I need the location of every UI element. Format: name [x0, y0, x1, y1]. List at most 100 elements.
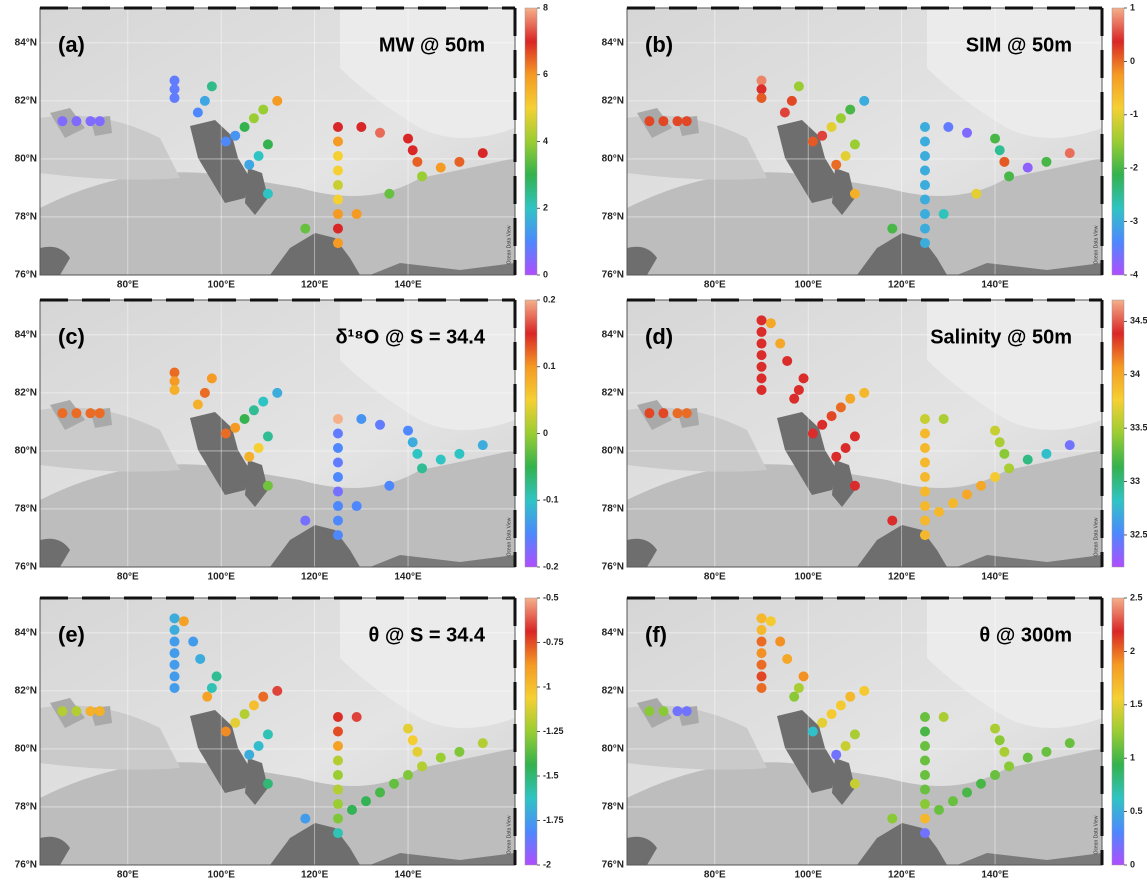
station-point	[332, 457, 343, 468]
station-point	[435, 454, 446, 465]
station-point	[262, 778, 273, 789]
station-point	[919, 151, 930, 162]
y-tick-label: 82°N	[602, 686, 624, 697]
station-point	[169, 682, 180, 693]
station-point	[793, 682, 804, 693]
station-point	[919, 741, 930, 752]
station-point	[948, 796, 959, 807]
station-point	[169, 613, 180, 624]
panel-title: SIM @ 50m	[966, 34, 1072, 56]
station-point	[999, 746, 1010, 757]
station-point	[332, 486, 343, 497]
station-point	[1041, 746, 1052, 757]
station-point	[807, 428, 818, 439]
station-point	[332, 530, 343, 541]
station-point	[817, 717, 828, 728]
y-tick-label: 82°N	[602, 96, 624, 107]
station-point	[477, 738, 488, 749]
station-point	[403, 723, 414, 734]
colorbar-tick-label: -1.75	[543, 815, 564, 825]
station-point	[756, 84, 767, 95]
station-point	[948, 498, 959, 509]
y-tick-label: 84°N	[15, 627, 37, 638]
station-point	[919, 530, 930, 541]
station-point	[938, 209, 949, 220]
station-point	[756, 613, 767, 624]
station-point	[85, 706, 96, 717]
map-panel: 80°E 100°E 120°E 140°E 76°N 78°N 80°N 82°N 84°N (…	[15, 592, 564, 880]
station-point	[332, 784, 343, 795]
station-point	[793, 81, 804, 92]
station-point	[919, 238, 930, 249]
y-tick-label: 78°N	[15, 504, 37, 515]
colorbar-tick-label: 34.5	[1130, 316, 1147, 326]
station-point	[849, 778, 860, 789]
station-point	[199, 387, 210, 398]
station-point	[230, 130, 241, 141]
station-point	[192, 399, 203, 410]
station-point	[840, 443, 851, 454]
y-tick-label: 76°N	[15, 562, 37, 573]
station-point	[919, 784, 930, 795]
station-point	[1022, 752, 1033, 763]
station-point	[919, 472, 930, 483]
watermark: Ocean Data View	[506, 225, 512, 264]
colorbar-tick-label: 1.5	[1130, 699, 1143, 709]
station-point	[412, 746, 423, 757]
station-point	[239, 413, 250, 424]
station-point	[253, 741, 264, 752]
x-tick-label: 100°E	[795, 280, 823, 291]
x-tick-label: 100°E	[208, 280, 236, 291]
station-point	[332, 515, 343, 526]
y-tick-label: 84°N	[602, 37, 624, 48]
colorbar-tick-label: 33.5	[1130, 423, 1147, 433]
colorbar-tick-label: -0.1	[543, 495, 559, 505]
colorbar	[1111, 597, 1125, 866]
station-point	[672, 706, 683, 717]
station-point	[789, 393, 800, 404]
station-point	[169, 624, 180, 635]
station-point	[971, 188, 982, 199]
station-point	[933, 506, 944, 517]
station-point	[807, 726, 818, 737]
colorbar	[524, 597, 538, 866]
station-point	[919, 428, 930, 439]
station-point	[919, 813, 930, 824]
x-tick-label: 80°E	[704, 280, 726, 291]
station-point	[826, 709, 837, 720]
y-tick-label: 78°N	[15, 802, 37, 813]
x-tick-label: 80°E	[117, 870, 139, 881]
station-point	[435, 162, 446, 173]
station-point	[454, 746, 465, 757]
station-point	[332, 151, 343, 162]
station-point	[220, 428, 231, 439]
station-point	[919, 726, 930, 737]
colorbar-tick-label: 0	[543, 428, 548, 438]
station-point	[919, 223, 930, 234]
x-tick-label: 100°E	[795, 572, 823, 583]
station-point	[798, 671, 809, 682]
panel-title: MW @ 50m	[379, 34, 485, 56]
station-point	[919, 711, 930, 722]
station-point	[332, 121, 343, 132]
station-point	[253, 151, 264, 162]
station-point	[417, 463, 428, 474]
map-panel: 80°E 100°E 120°E 140°E 76°N 78°N 80°N 82°N 84°N (…	[602, 298, 1147, 583]
station-point	[644, 408, 655, 419]
station-point	[831, 159, 842, 170]
station-point	[845, 393, 856, 404]
panel-title: θ @ 300m	[979, 624, 1072, 646]
station-point	[94, 408, 105, 419]
station-point	[919, 515, 930, 526]
station-point	[845, 104, 856, 115]
station-point	[384, 480, 395, 491]
station-point	[403, 425, 414, 436]
y-tick-label: 80°N	[15, 744, 37, 755]
y-tick-label: 80°N	[602, 446, 624, 457]
station-point	[990, 770, 1001, 781]
station-point	[230, 422, 241, 433]
station-point	[85, 408, 96, 419]
station-point	[169, 367, 180, 378]
station-point	[798, 373, 809, 384]
station-point	[994, 145, 1005, 156]
